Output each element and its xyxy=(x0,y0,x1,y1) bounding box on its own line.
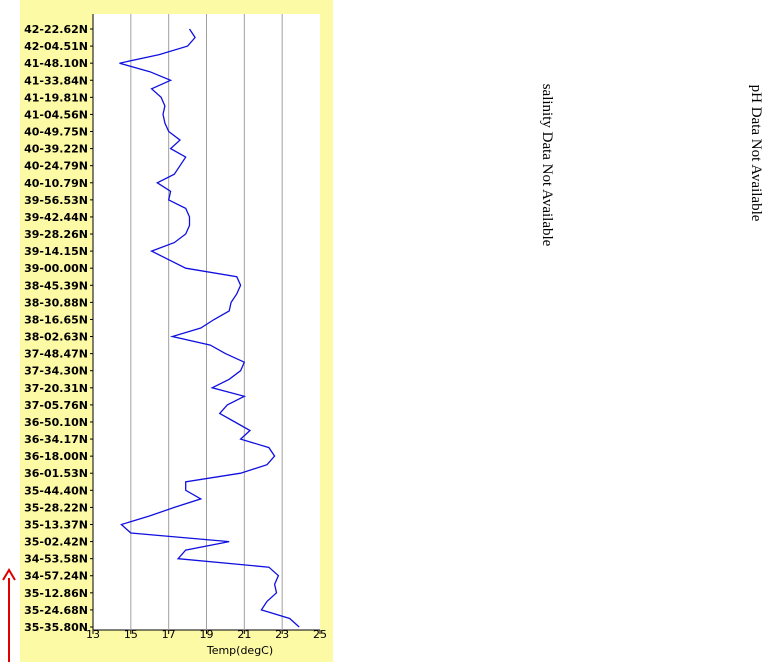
y-tick-label: 35-44.40N xyxy=(24,484,88,497)
y-tick-label: 36-50.10N xyxy=(24,416,88,429)
y-tick-label: 34-53.58N xyxy=(24,553,88,566)
y-tick-label: 35-24.68N xyxy=(24,604,88,617)
y-tick-label: 40-39.22N xyxy=(24,143,88,156)
arrow-head xyxy=(2,568,16,581)
y-tick-label: 40-24.79N xyxy=(24,160,88,173)
y-tick-label: 37-05.76N xyxy=(24,399,88,412)
x-tick-label: 23 xyxy=(275,628,289,641)
y-tick-label: 35-35.80N xyxy=(24,621,88,634)
y-tick-label: 41-33.84N xyxy=(24,74,88,87)
y-tick-label: 41-04.56N xyxy=(24,108,88,121)
y-tick-label: 37-34.30N xyxy=(24,365,88,378)
y-tick-label: 39-56.53N xyxy=(24,194,88,207)
y-tick-label: 38-45.39N xyxy=(24,279,88,292)
y-tick-label: 42-22.62N xyxy=(24,23,88,36)
y-tick-label: 36-18.00N xyxy=(24,450,88,463)
y-tick-label: 40-49.75N xyxy=(24,126,88,139)
x-tick-label: 17 xyxy=(162,628,176,641)
y-tick-label: 38-02.63N xyxy=(24,331,88,344)
x-tick-label: 25 xyxy=(313,628,327,641)
y-tick-label: 35-12.86N xyxy=(24,587,88,600)
y-tick-label: 39-14.15N xyxy=(24,245,88,258)
y-tick-label: 42-04.51N xyxy=(24,40,88,53)
y-tick-label: 37-48.47N xyxy=(24,348,88,361)
y-tick-label: 38-16.65N xyxy=(24,313,88,326)
y-tick-label: 36-34.17N xyxy=(24,433,88,446)
y-tick-label: 41-48.10N xyxy=(24,57,88,70)
annotation: salinity Data Not Available xyxy=(539,84,555,247)
y-tick-label: 37-20.31N xyxy=(24,382,88,395)
y-tick-label: 39-42.44N xyxy=(24,211,88,224)
temp-line xyxy=(119,28,300,628)
annotation: pH Data Not Available xyxy=(748,85,764,222)
x-tick-label: 19 xyxy=(200,628,214,641)
y-tick-label: 38-30.88N xyxy=(24,296,88,309)
y-tick-label: 34-57.24N xyxy=(24,570,88,583)
y-tick-label: 39-28.26N xyxy=(24,228,88,241)
x-tick-label: 21 xyxy=(237,628,251,641)
y-tick-label: 35-28.22N xyxy=(24,501,88,514)
y-tick-label: 39-00.00N xyxy=(24,262,88,275)
y-tick-label: 36-01.53N xyxy=(24,467,88,480)
y-tick-label: 40-10.79N xyxy=(24,177,88,190)
y-tick-label: 35-02.42N xyxy=(24,536,88,549)
x-tick-label: 13 xyxy=(86,628,100,641)
y-tick-label: 41-19.81N xyxy=(24,91,88,104)
x-axis-label: Temp(degC) xyxy=(206,644,273,657)
y-tick-label: 35-13.37N xyxy=(24,518,88,531)
x-tick-label: 15 xyxy=(124,628,138,641)
